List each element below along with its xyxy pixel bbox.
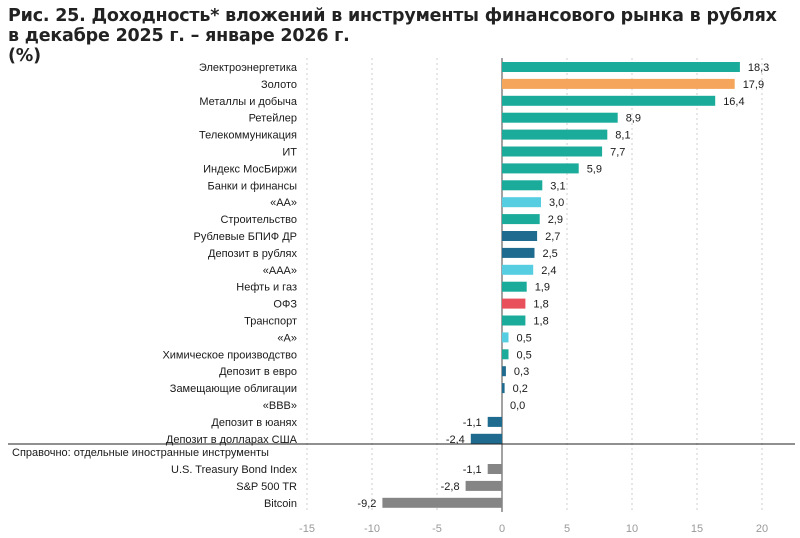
category-label: S&P 500 TR <box>236 481 297 493</box>
value-label: 5,9 <box>587 163 602 175</box>
bar <box>487 416 502 427</box>
bar <box>502 231 538 241</box>
value-label: 1,9 <box>535 282 550 294</box>
category-label: ОФЗ <box>273 299 297 311</box>
category-label: Банки и финансы <box>208 180 298 192</box>
category-label: Депозит в юанях <box>211 417 297 429</box>
value-label: 2,5 <box>543 248 558 260</box>
bar <box>502 247 535 258</box>
category-label: «А» <box>277 332 297 344</box>
bar <box>502 146 603 157</box>
category-label: Телекоммуникация <box>199 130 297 142</box>
value-label: -1,1 <box>463 417 482 429</box>
value-label: 1,8 <box>533 316 548 328</box>
bar <box>502 315 526 326</box>
bar <box>502 78 735 89</box>
bars-group <box>382 62 740 508</box>
category-label: Замещающие облигации <box>170 383 297 395</box>
value-label: 0,5 <box>517 332 532 344</box>
x-tick-label: -5 <box>432 523 442 535</box>
value-label: -1,1 <box>463 464 482 476</box>
x-axis: -15 -10 -5 0 5 10 15 20 <box>299 523 768 535</box>
value-label: 17,9 <box>743 79 764 91</box>
category-label: Ретейлер <box>249 113 297 125</box>
bar <box>502 366 506 377</box>
bar <box>502 197 541 208</box>
bar <box>502 332 509 343</box>
category-label: U.S. Treasury Bond Index <box>171 464 297 476</box>
bar <box>502 112 618 123</box>
value-label: -2,4 <box>446 434 465 446</box>
category-label: ИТ <box>282 147 297 159</box>
category-label: «ВВВ» <box>263 400 297 412</box>
value-label: 16,4 <box>723 96 744 108</box>
category-label: Металлы и добыча <box>199 96 298 108</box>
bar <box>465 480 502 491</box>
value-label: 3,1 <box>550 180 565 192</box>
value-label: -2,8 <box>441 481 460 493</box>
category-label: Электроэнергетика <box>199 62 298 74</box>
category-labels: Электроэнергетика Золото Металлы и добыча Р… <box>162 62 297 510</box>
bar <box>470 433 502 444</box>
grid-lines <box>306 58 763 512</box>
category-label: Транспорт <box>244 316 297 328</box>
category-label: Индекс МосБиржи <box>203 163 297 175</box>
category-label: Нефть и газ <box>236 282 297 294</box>
value-labels: 18,3 17,9 16,4 8,9 8,1 7,7 5,9 3,1 3,0 2,9 2,7 2,5 2… <box>357 62 769 510</box>
x-tick-label: 5 <box>564 523 570 535</box>
bar <box>502 180 543 191</box>
value-label: 0,3 <box>514 366 529 378</box>
category-label: Депозит в рублях <box>208 248 297 260</box>
title-line-3: (%) <box>8 46 41 66</box>
value-label: 2,7 <box>545 231 560 243</box>
title-line-2: в декабре 2025 г. – январе 2026 г. <box>8 26 350 46</box>
x-tick-label: 20 <box>756 523 768 535</box>
bar <box>502 163 579 174</box>
bar <box>487 464 502 474</box>
bar <box>502 383 505 394</box>
bar <box>502 95 716 106</box>
value-label: -9,2 <box>357 498 376 510</box>
category-label: Bitcoin <box>264 498 297 510</box>
value-label: 1,8 <box>533 299 548 311</box>
x-tick-label: -10 <box>364 523 380 535</box>
category-label: Химическое производство <box>162 349 297 361</box>
value-label: 7,7 <box>610 147 625 159</box>
category-label: «ААА» <box>263 265 297 277</box>
title-line-1: Рис. 25. Доходность* вложений в инструме… <box>8 6 777 26</box>
bar <box>502 62 740 72</box>
category-label: Золото <box>261 79 297 91</box>
value-label: 3,0 <box>549 197 564 209</box>
x-tick-label: 10 <box>626 523 638 535</box>
category-label: Депозит в долларах США <box>166 434 298 446</box>
reference-section-label: Справочно: отдельные иностранные инструм… <box>12 447 269 459</box>
chart-title: Рис. 25. Доходность* вложений в инструме… <box>8 6 792 66</box>
x-tick-label: 15 <box>691 523 703 535</box>
category-label: Рублевые БПИФ ДР <box>194 231 297 243</box>
bar <box>382 497 502 508</box>
category-label: Депозит в евро <box>219 366 297 378</box>
bar <box>502 298 526 309</box>
value-label: 2,4 <box>541 265 556 277</box>
value-label: 0,2 <box>513 383 528 395</box>
value-label: 0,5 <box>517 349 532 361</box>
bar <box>502 281 527 292</box>
value-label: 18,3 <box>748 62 769 74</box>
x-tick-label: 0 <box>499 523 505 535</box>
category-label: «АА» <box>270 197 297 209</box>
bar <box>502 214 540 225</box>
value-label: 2,9 <box>548 214 563 226</box>
value-label: 0,0 <box>510 400 525 412</box>
value-label: 8,1 <box>615 130 630 142</box>
bar <box>502 349 509 360</box>
value-label: 8,9 <box>626 113 641 125</box>
bar <box>502 264 534 275</box>
x-tick-label: -15 <box>299 523 315 535</box>
category-label: Строительство <box>220 214 297 226</box>
bar <box>502 129 608 140</box>
